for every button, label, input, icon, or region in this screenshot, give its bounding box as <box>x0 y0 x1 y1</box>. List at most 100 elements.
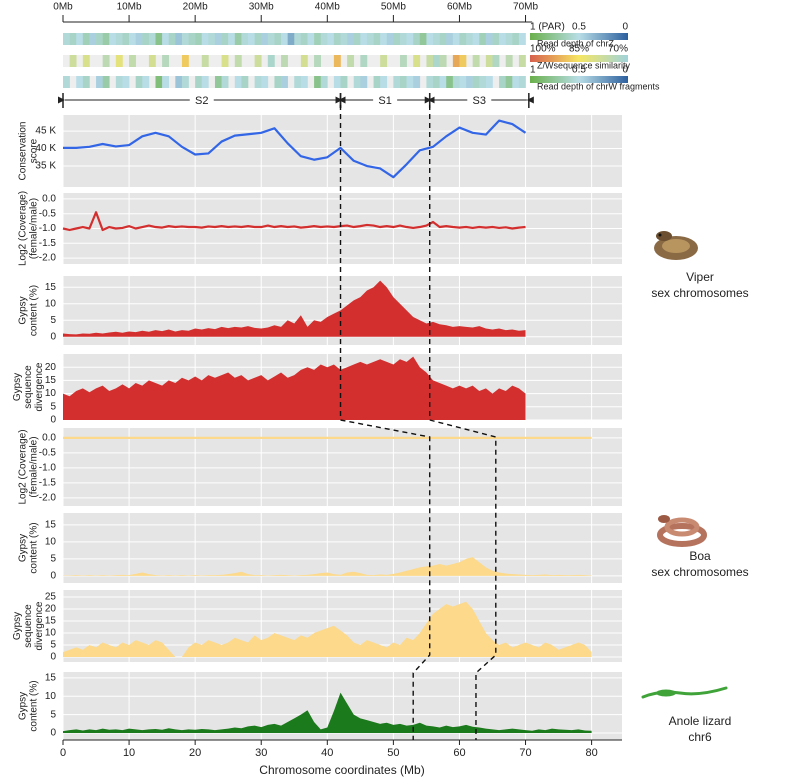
track-cell <box>300 55 308 67</box>
track-cell <box>452 33 460 45</box>
x-tick-label: 50 <box>387 747 399 759</box>
x-tick-label: 70 <box>519 747 531 759</box>
y-axis-label-line: sequence <box>23 365 34 409</box>
x-tick-label: 30 <box>255 747 267 759</box>
y-axis-label: Gypsycontent (%) <box>17 522 39 573</box>
scale-label: 100% <box>530 44 556 55</box>
y-tick-label: -1.5 <box>39 238 57 249</box>
y-axis-label-line: Conservation <box>17 122 28 181</box>
group-label: Boa <box>689 549 711 563</box>
track-cell <box>347 55 355 67</box>
y-axis-label-line: (female/male) <box>28 436 39 497</box>
group-label: sex chromosomes <box>651 565 748 579</box>
track-cell <box>472 33 480 45</box>
track-cell <box>333 76 341 88</box>
track-cell <box>241 33 249 45</box>
y-axis-label: Gypsycontent (%) <box>17 680 39 731</box>
track-cell <box>406 33 414 45</box>
track-cell <box>512 33 520 45</box>
track-cell <box>115 33 123 45</box>
track-cell <box>479 76 487 88</box>
track-cell <box>208 33 216 45</box>
y-axis-label: Log2 (Coverage)(female/male) <box>17 191 39 266</box>
track-cell <box>175 33 183 45</box>
viper-icon <box>654 231 698 260</box>
y-axis-label: Gypsycontent (%) <box>17 285 39 336</box>
track-cell <box>413 55 421 67</box>
track-cell <box>214 76 222 88</box>
track-cell <box>327 33 335 45</box>
data-line <box>63 119 527 179</box>
track-cell <box>439 55 447 67</box>
boundary-line <box>429 105 497 740</box>
track-cell <box>485 76 493 88</box>
y-tick-label: 40 K <box>35 143 56 154</box>
track-cell <box>380 33 388 45</box>
track-cell <box>399 76 407 88</box>
track-cell <box>122 76 130 88</box>
y-tick-label: 20 <box>45 604 57 615</box>
track-cell <box>248 33 255 45</box>
track-cell <box>82 76 90 88</box>
track-cell <box>281 76 288 88</box>
track-cell <box>419 33 427 45</box>
track-cell <box>439 76 447 88</box>
track-cell <box>300 76 308 88</box>
y-axis-label-line: divergence <box>34 362 45 411</box>
ruler-label: 40Mb <box>315 2 340 13</box>
track-cell <box>102 33 110 45</box>
track-cell <box>386 33 394 45</box>
y-tick-label: -1.0 <box>39 223 57 234</box>
track-cell <box>181 55 189 67</box>
data-area <box>63 557 592 576</box>
track-cell <box>142 76 150 88</box>
track-cell <box>353 33 361 45</box>
track-cell <box>485 55 493 67</box>
y-tick-label: -2.0 <box>39 253 57 264</box>
track-cell <box>287 33 295 45</box>
scale-label: 70% <box>608 44 628 55</box>
track-cell <box>314 76 321 88</box>
track-cell <box>413 76 421 88</box>
track-cell <box>261 76 269 88</box>
segment-label: S3 <box>473 95 486 107</box>
track-cell <box>195 33 203 45</box>
ruler-label: 10Mb <box>117 2 142 13</box>
group-label: Viper <box>686 270 714 284</box>
y-tick-label: 15 <box>45 520 57 531</box>
y-tick-label: 25 <box>45 592 57 603</box>
track-cell <box>360 76 368 88</box>
track-cell <box>148 33 156 45</box>
track-cell <box>148 55 156 67</box>
color-scale <box>530 55 628 62</box>
track-cell <box>281 55 288 67</box>
y-axis-label-line: divergence <box>34 601 45 650</box>
y-tick-label: -0.5 <box>39 448 57 459</box>
track-cell <box>393 33 401 45</box>
track-background <box>63 55 526 67</box>
track-cell <box>63 76 70 88</box>
track-cell <box>155 76 163 88</box>
track-cell <box>129 55 136 67</box>
y-tick-label: 10 <box>45 691 57 702</box>
track-cell <box>281 33 288 45</box>
track-cell <box>142 33 150 45</box>
track-cell <box>115 55 123 67</box>
track-cell <box>168 33 176 45</box>
y-tick-label: 5 <box>50 709 56 720</box>
track-cell <box>314 33 321 45</box>
y-tick-label: 20 <box>45 362 57 373</box>
track-cell <box>505 33 513 45</box>
color-scale <box>530 76 628 83</box>
boundary-line <box>339 105 431 740</box>
track-cell <box>234 76 242 88</box>
track-cell <box>373 76 381 88</box>
panel-background <box>63 513 622 583</box>
y-tick-label: 0 <box>50 728 56 739</box>
y-axis-label-line: score <box>28 138 39 163</box>
y-tick-label: 0.0 <box>42 194 56 205</box>
track-cell <box>499 33 507 45</box>
track-cell <box>446 76 454 88</box>
track-cell <box>466 76 473 88</box>
data-area <box>63 601 592 657</box>
